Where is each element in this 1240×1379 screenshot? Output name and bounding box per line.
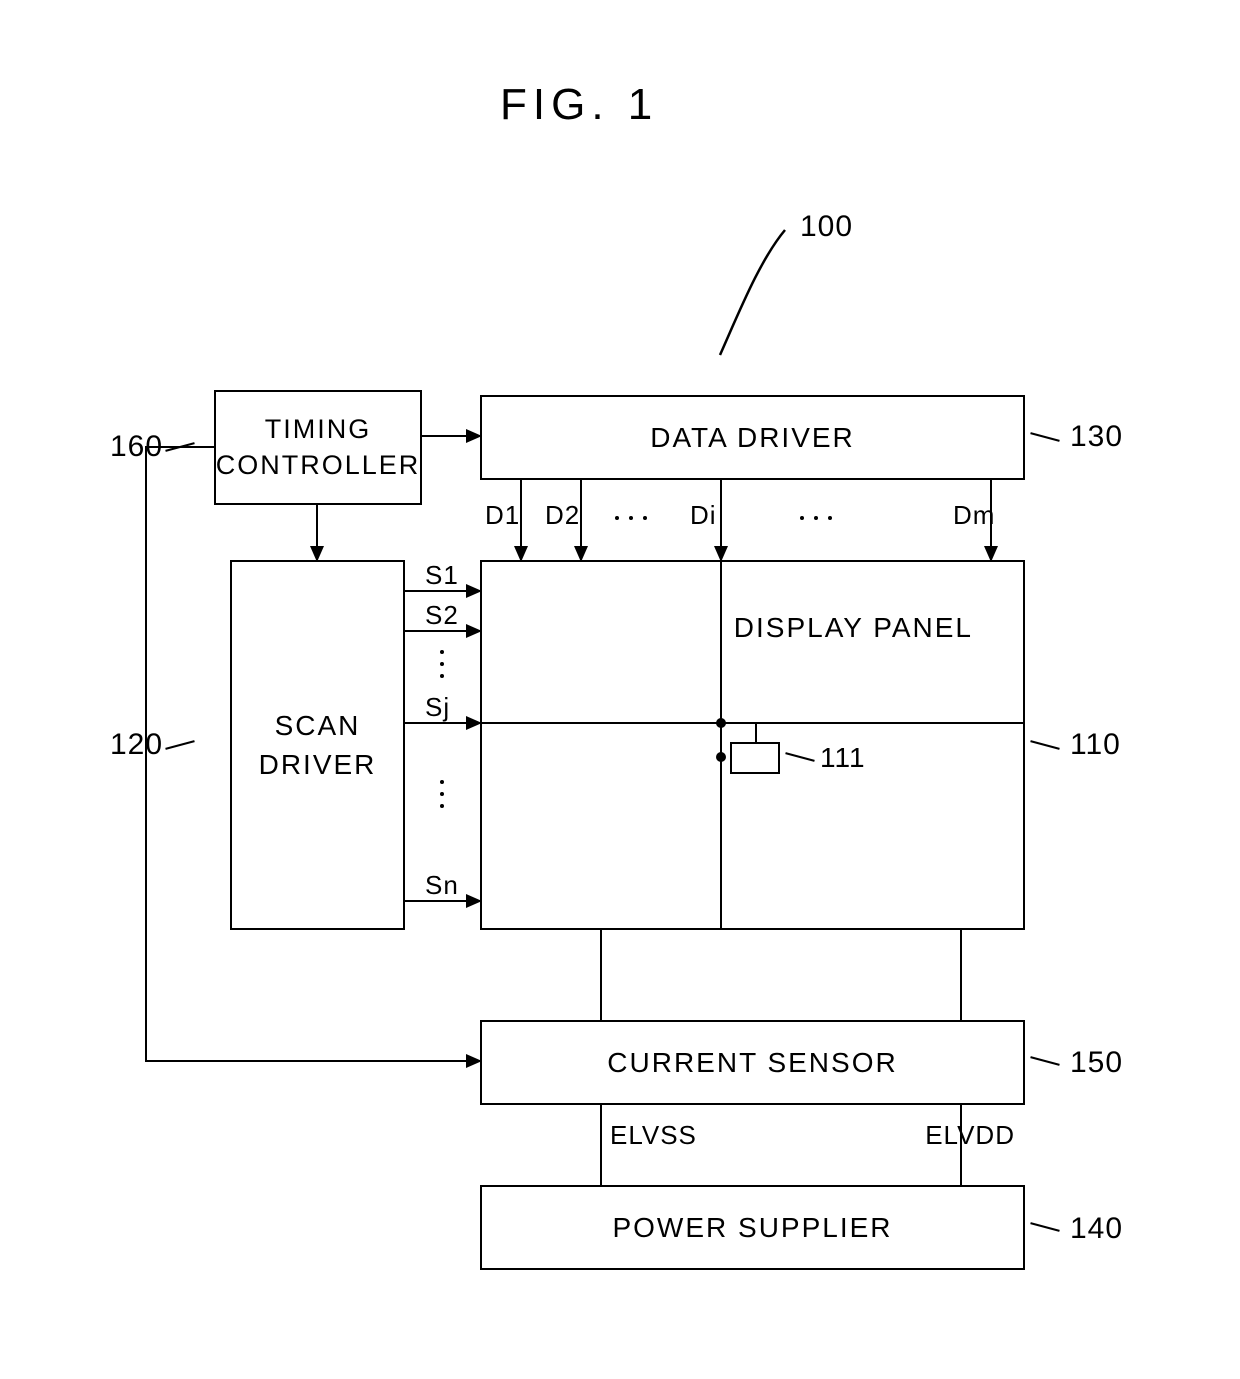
figure-canvas: FIG. 1 100 TIMING CONTROLLER 160 DATA DR… <box>0 0 1240 1379</box>
ref-140: 140 <box>1070 1212 1123 1246</box>
label-s1: S1 <box>425 560 459 591</box>
current-sensor-label: CURRENT SENSOR <box>607 1047 897 1079</box>
ref-120: 120 <box>110 728 163 762</box>
conn-tc-to-sd <box>316 505 318 550</box>
label-s2: S2 <box>425 600 459 631</box>
pixel-node-left <box>716 752 726 762</box>
pixel-stub-v <box>755 722 757 744</box>
arrow-s1 <box>466 584 482 598</box>
system-ref-label: 100 <box>800 210 853 244</box>
ref-110: 110 <box>1070 728 1121 762</box>
conn-cs-to-ps-left <box>600 1105 602 1185</box>
data-line-di-panel <box>720 560 722 930</box>
ref-tilde-120 <box>165 740 194 750</box>
conn-panel-to-cs-right <box>960 930 962 1020</box>
timing-controller-label: TIMING CONTROLLER <box>216 412 421 482</box>
data-line-d2 <box>580 480 582 550</box>
arrow-d2 <box>574 546 588 562</box>
label-sn: Sn <box>425 870 459 901</box>
scan-dots-lower <box>440 780 444 808</box>
arrow-s2 <box>466 624 482 638</box>
data-line-di <box>720 480 722 550</box>
label-elvss: ELVSS <box>610 1120 697 1151</box>
fb-tc-left <box>145 446 214 448</box>
arrow-fb-cs <box>466 1054 482 1068</box>
data-driver-block: DATA DRIVER <box>480 395 1025 480</box>
figure-title: FIG. 1 <box>500 80 658 130</box>
label-d2: D2 <box>545 500 580 531</box>
display-panel-label: DISPLAY PANEL <box>734 612 973 644</box>
arrow-d1 <box>514 546 528 562</box>
power-supplier-label: POWER SUPPLIER <box>612 1212 892 1244</box>
timing-controller-block: TIMING CONTROLLER <box>214 390 422 505</box>
label-sj: Sj <box>425 692 450 723</box>
conn-tc-to-dd <box>422 435 470 437</box>
pixel-node-top <box>716 718 726 728</box>
arrow-dm <box>984 546 998 562</box>
arrow-sn <box>466 894 482 908</box>
ref-130: 130 <box>1070 420 1123 454</box>
ref-111: 111 <box>820 742 866 774</box>
arrow-tc-to-dd <box>466 429 482 443</box>
scan-dots-upper <box>440 650 444 678</box>
fb-vert <box>145 446 147 1062</box>
ref-150: 150 <box>1070 1046 1123 1080</box>
data-dots-left <box>615 516 647 520</box>
scan-driver-label: SCAN DRIVER <box>259 706 377 784</box>
power-supplier-block: POWER SUPPLIER <box>480 1185 1025 1270</box>
fb-to-cs <box>145 1060 470 1062</box>
data-line-d1 <box>520 480 522 550</box>
current-sensor-block: CURRENT SENSOR <box>480 1020 1025 1105</box>
data-dots-right <box>800 516 832 520</box>
conn-panel-to-cs-left <box>600 930 602 1020</box>
label-elvdd: ELVDD <box>915 1120 1015 1151</box>
ref-tilde-110 <box>1030 740 1059 750</box>
label-di: Di <box>690 500 717 531</box>
scan-driver-block: SCAN DRIVER <box>230 560 405 930</box>
scan-line-sj-panel <box>480 722 1025 724</box>
label-dm: Dm <box>953 500 995 531</box>
data-driver-label: DATA DRIVER <box>650 422 855 454</box>
label-d1: D1 <box>485 500 520 531</box>
pixel-block <box>730 742 780 774</box>
ref-tilde-130 <box>1030 432 1059 442</box>
ref-tilde-150 <box>1030 1056 1059 1066</box>
ref-tilde-140 <box>1030 1222 1059 1232</box>
